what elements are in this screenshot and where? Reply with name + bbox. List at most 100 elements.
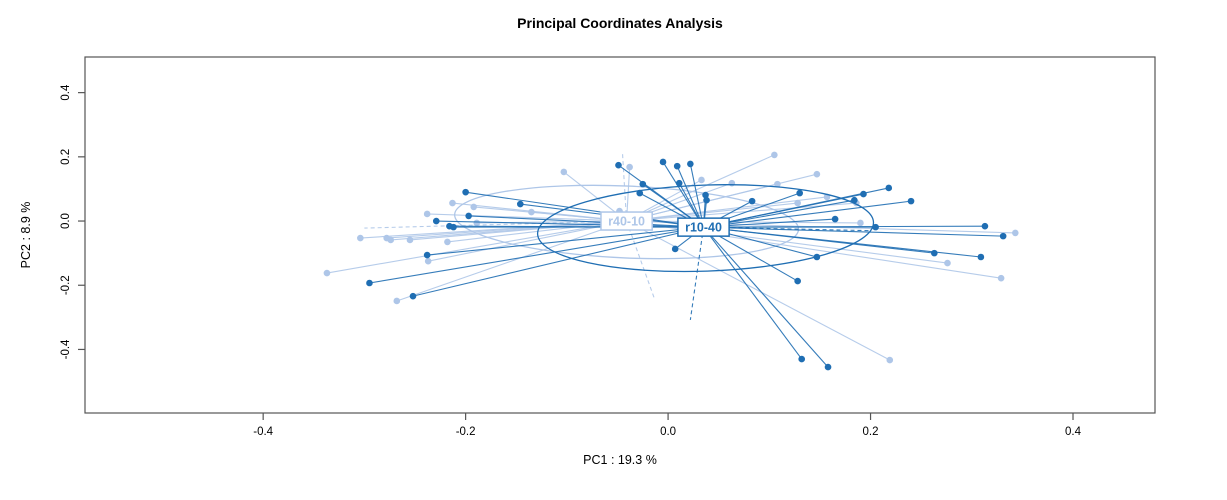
spider-line-r10-40 — [703, 226, 803, 360]
spider-line-r40-10 — [427, 213, 627, 222]
x-axis-tick-label: 0.0 — [660, 426, 676, 438]
data-point-r40-10 — [698, 176, 705, 184]
spider-line-r10-40 — [703, 187, 889, 228]
data-point-r10-40 — [931, 249, 938, 257]
data-point-r40-10 — [813, 170, 821, 178]
data-point-r40-10 — [886, 356, 894, 364]
data-point-r10-40 — [409, 292, 417, 300]
data-point-r10-40 — [798, 355, 806, 363]
data-point-r10-40 — [639, 180, 647, 188]
data-point-r10-40 — [860, 190, 867, 198]
data-point-r10-40 — [796, 189, 803, 197]
data-point-r10-40 — [465, 212, 472, 220]
spider-line-dashed-r40-10 — [621, 153, 628, 222]
data-point-r40-10 — [857, 219, 864, 227]
data-point-r40-10 — [771, 151, 778, 159]
ellipse-r10-40 — [536, 184, 875, 273]
data-point-r40-10 — [423, 210, 431, 218]
y-axis-tick-label: 0.0 — [60, 213, 72, 229]
data-point-r10-40 — [872, 223, 879, 231]
data-layer: r40-10 r10-40 — [323, 151, 1019, 371]
spider-line-dashed-r40-10 — [364, 220, 627, 229]
data-point-r40-10 — [406, 236, 414, 244]
data-point-r10-40 — [851, 196, 858, 204]
data-point-r10-40 — [703, 196, 710, 204]
spider-line-r10-40 — [662, 161, 704, 228]
data-point-r40-10 — [528, 208, 535, 216]
data-point-r40-10 — [444, 238, 451, 246]
data-point-r10-40 — [516, 200, 524, 208]
y-axis-tick-label: 0.4 — [60, 84, 72, 101]
data-point-r40-10 — [393, 297, 401, 305]
data-point-r40-10 — [323, 269, 331, 277]
data-point-r10-40 — [423, 251, 431, 259]
data-point-r40-10 — [774, 180, 781, 188]
spider-line-r40-10 — [626, 220, 891, 361]
centroid-label-text-r10-40: r10-40 — [685, 221, 722, 235]
plot-border — [84, 56, 1156, 414]
data-point-r40-10 — [473, 219, 481, 227]
group-r10-40 — [366, 158, 1007, 371]
data-point-r10-40 — [999, 232, 1007, 240]
centroid-label-r10-40: r10-40 — [677, 217, 730, 237]
spider-line-r10-40 — [689, 163, 705, 228]
y-axis-tick-label: -0.4 — [60, 339, 72, 359]
y-axis-label: PC2 : 8.9 % — [19, 202, 33, 269]
y-axis-tick-label: 0.2 — [60, 149, 72, 165]
data-point-r10-40 — [636, 189, 644, 197]
centroid-label-r40-10: r40-10 — [600, 211, 653, 231]
data-point-r10-40 — [615, 161, 622, 169]
data-point-r40-10 — [794, 199, 801, 207]
data-point-r40-10 — [560, 168, 568, 176]
spider-line-r40-10 — [326, 220, 627, 274]
data-point-r10-40 — [462, 188, 469, 196]
spider-line-r10-40 — [412, 226, 704, 297]
x-axis-label: PC1 : 19.3 % — [583, 453, 657, 467]
data-point-r10-40 — [813, 253, 821, 261]
spider-line-r40-10 — [626, 154, 775, 222]
data-point-r40-10 — [944, 259, 951, 267]
data-point-r40-10 — [357, 234, 364, 242]
data-point-r10-40 — [748, 197, 756, 205]
data-point-r10-40 — [831, 215, 839, 223]
spider-line-r10-40 — [436, 220, 704, 228]
data-point-r10-40 — [794, 277, 801, 285]
spider-line-r10-40 — [465, 191, 704, 228]
data-point-r40-10 — [449, 199, 456, 207]
spider-line-r40-10 — [626, 196, 828, 222]
data-point-r40-10 — [728, 179, 736, 187]
data-point-r10-40 — [675, 179, 683, 187]
data-point-r10-40 — [659, 158, 667, 166]
spider-line-r40-10 — [428, 220, 627, 262]
spider-line-r10-40 — [676, 165, 705, 228]
data-point-r10-40 — [824, 363, 832, 371]
centroid-label-box-r40-10 — [600, 211, 653, 231]
data-point-r10-40 — [432, 217, 440, 225]
data-point-r10-40 — [885, 184, 893, 192]
y-axis-tick-label: -0.2 — [60, 275, 72, 295]
x-axis-tick-label: 0.2 — [863, 426, 879, 438]
spider-line-r40-10 — [626, 173, 818, 222]
spider-line-r10-40 — [427, 226, 704, 256]
spider-line-r10-40 — [703, 226, 829, 368]
axis-ticks-layer: -0.4 -0.2 0.0 0.2 0.4 -0.4 -0.2 0.0 0.2 0.4 — [60, 84, 1082, 438]
data-point-r10-40 — [366, 279, 373, 287]
spider-line-r10-40 — [468, 215, 704, 228]
data-point-r10-40 — [977, 253, 985, 261]
x-axis-tick-label: -0.4 — [253, 426, 273, 438]
spider-line-r10-40 — [369, 226, 704, 284]
data-point-r10-40 — [673, 162, 681, 170]
centroid-label-box-r10-40 — [677, 217, 730, 237]
spider-line-r40-10 — [626, 202, 857, 222]
data-point-r40-10 — [626, 163, 633, 171]
data-point-r40-10 — [387, 236, 395, 244]
data-point-r40-10 — [470, 203, 478, 211]
data-point-r40-10 — [424, 257, 432, 265]
data-point-r10-40 — [702, 191, 709, 199]
spider-line-r40-10 — [396, 220, 627, 302]
centroid-label-text-r40-10: r40-10 — [608, 215, 645, 229]
data-point-r40-10 — [1012, 229, 1019, 237]
data-point-r10-40 — [671, 245, 679, 253]
